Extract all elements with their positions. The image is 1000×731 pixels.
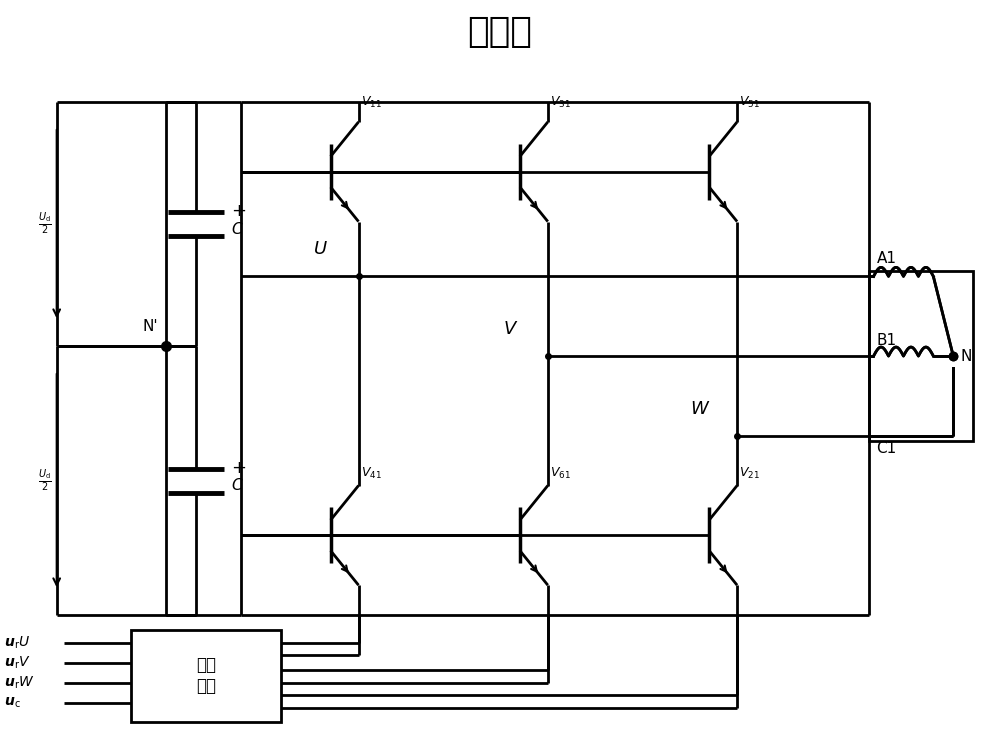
Text: $V_{21}$: $V_{21}$ <box>739 466 760 480</box>
Text: $\boldsymbol{u}_{\mathrm{r}}$U: $\boldsymbol{u}_{\mathrm{r}}$U <box>4 635 30 651</box>
Bar <box>869 271 973 441</box>
Text: C: C <box>231 221 242 237</box>
Text: 主回路: 主回路 <box>468 15 532 49</box>
Text: N': N' <box>143 319 158 334</box>
Text: B1: B1 <box>877 333 897 348</box>
Text: C1: C1 <box>877 441 897 455</box>
Text: V: V <box>504 320 516 338</box>
Text: W: W <box>690 400 708 418</box>
Bar <box>131 630 281 721</box>
Text: U: U <box>314 240 327 258</box>
Text: +: + <box>231 458 246 477</box>
Text: $\boldsymbol{u}_{\mathrm{r}}$W: $\boldsymbol{u}_{\mathrm{r}}$W <box>4 675 34 691</box>
Text: $V_{31}$: $V_{31}$ <box>550 95 571 110</box>
Text: $\boldsymbol{u}_{\mathrm{r}}$V: $\boldsymbol{u}_{\mathrm{r}}$V <box>4 655 31 671</box>
Text: +: + <box>231 202 246 220</box>
Text: 调制
电路: 调制 电路 <box>196 656 216 695</box>
Text: A1: A1 <box>877 251 897 266</box>
Text: $V_{61}$: $V_{61}$ <box>550 466 571 480</box>
Text: $V_{51}$: $V_{51}$ <box>739 95 760 110</box>
Text: $V_{41}$: $V_{41}$ <box>361 466 381 480</box>
Text: $\frac{U_{\mathrm{d}}}{2}$: $\frac{U_{\mathrm{d}}}{2}$ <box>38 468 52 493</box>
Text: $\boldsymbol{u}_{\mathrm{c}}$: $\boldsymbol{u}_{\mathrm{c}}$ <box>4 695 21 710</box>
Text: $V_{11}$: $V_{11}$ <box>361 95 381 110</box>
Text: N: N <box>960 349 972 363</box>
Text: C: C <box>231 478 242 493</box>
Text: $\frac{U_{\mathrm{d}}}{2}$: $\frac{U_{\mathrm{d}}}{2}$ <box>38 211 52 237</box>
